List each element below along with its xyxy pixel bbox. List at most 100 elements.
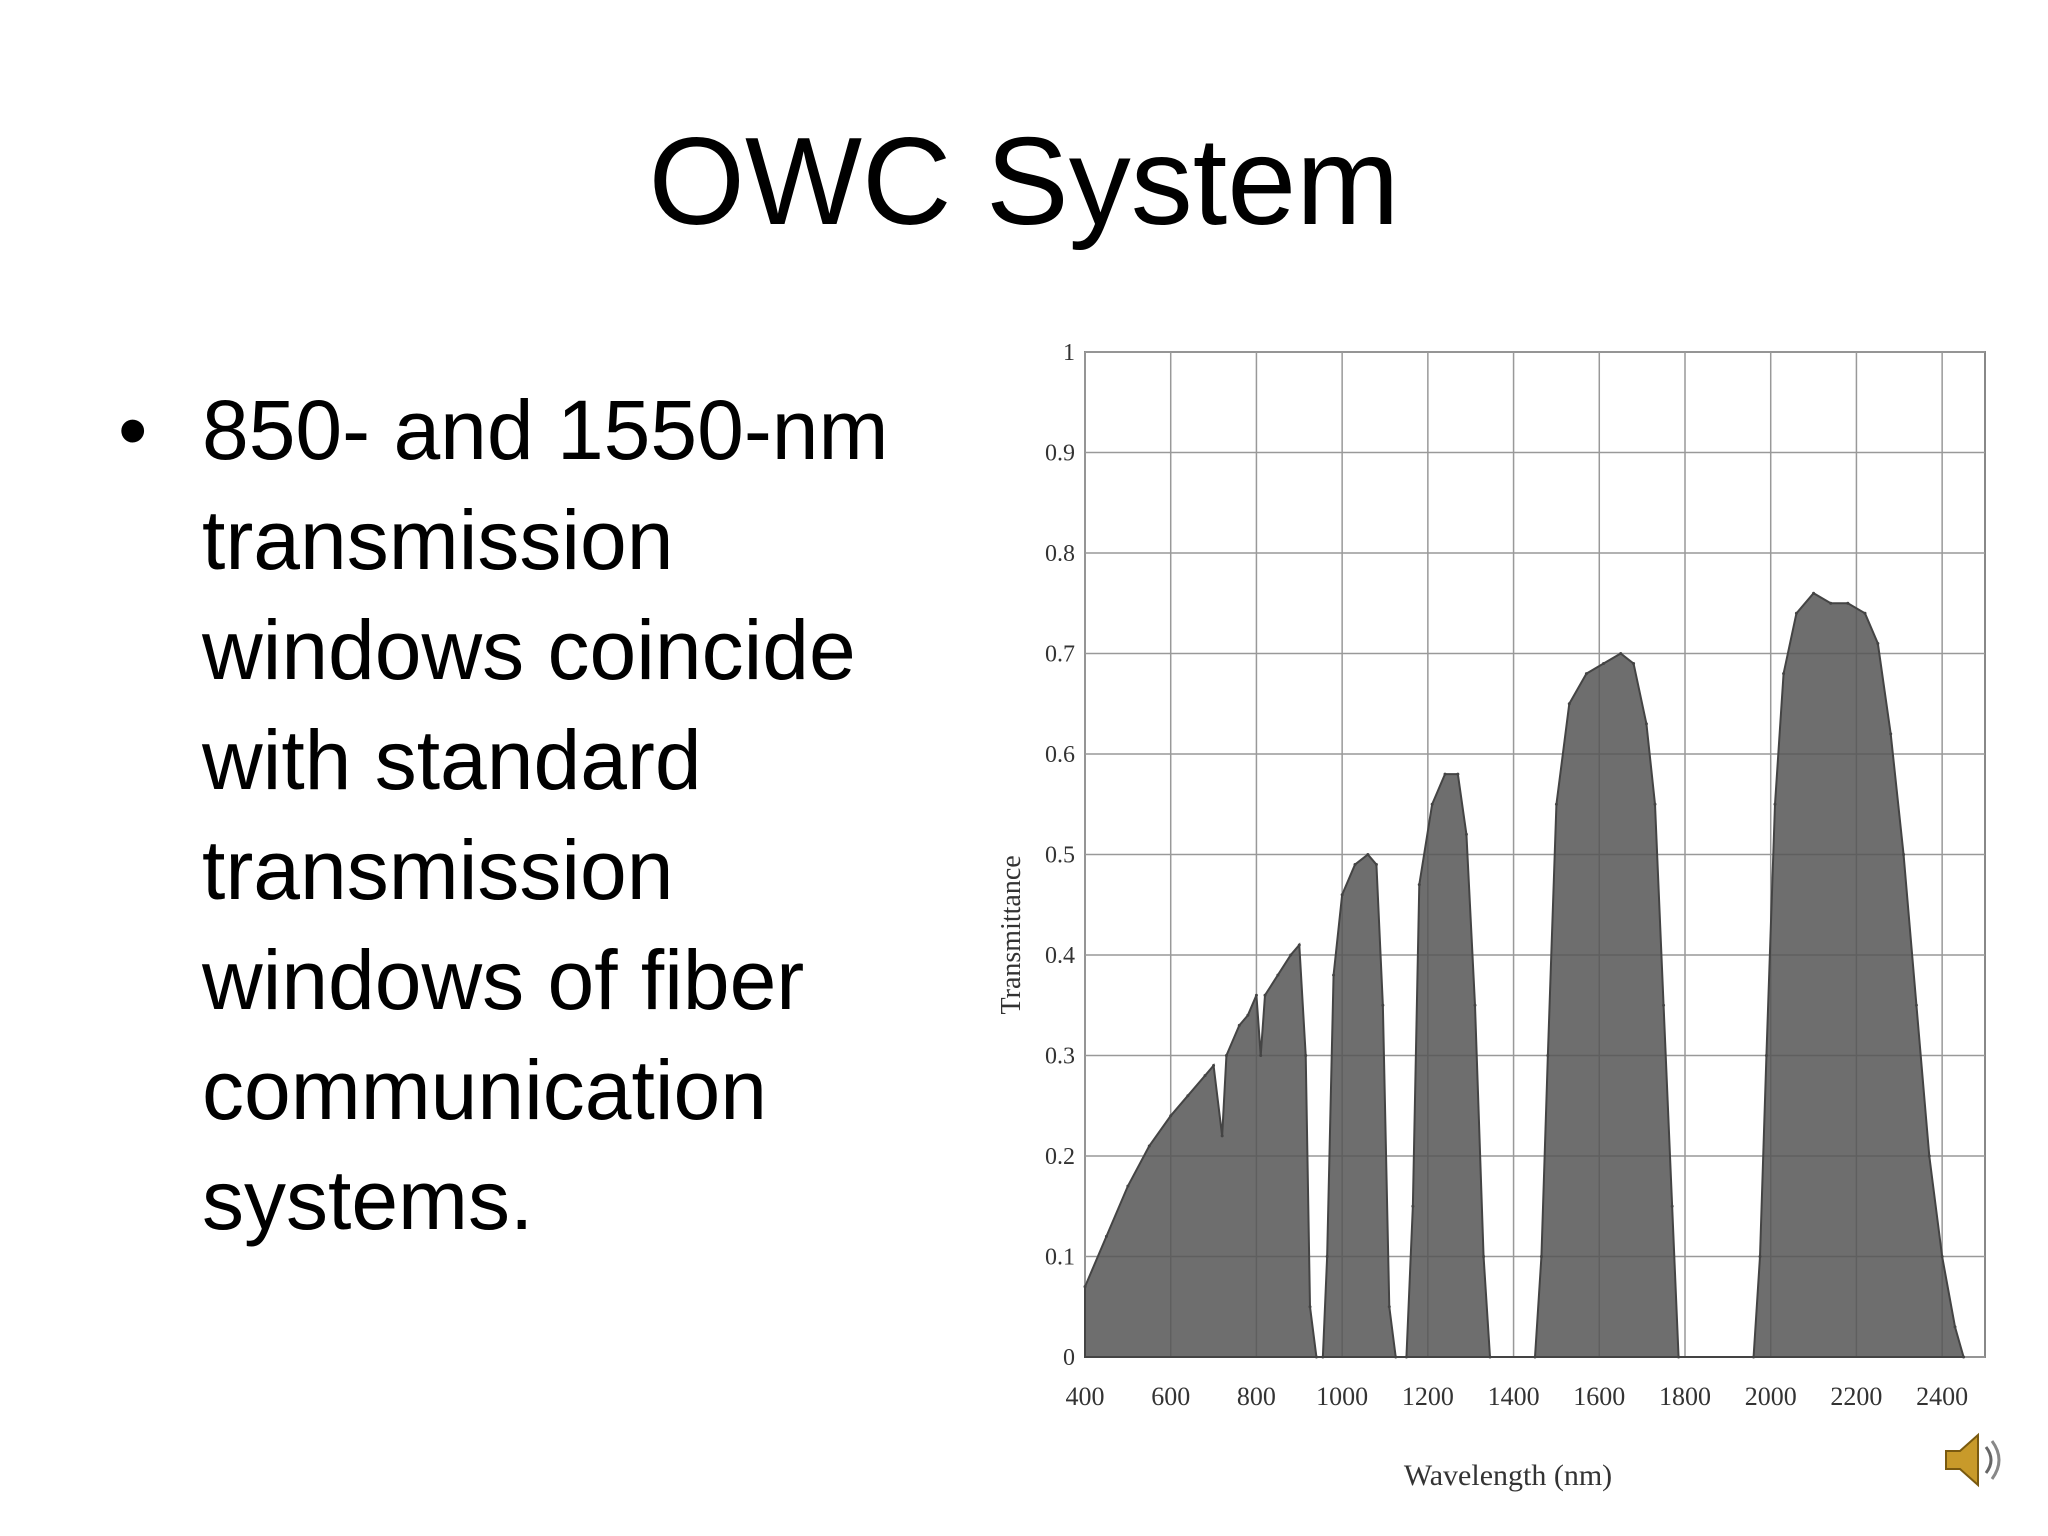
x-tick-label: 800: [1237, 1382, 1276, 1411]
data-point: [1126, 1184, 1130, 1188]
data-point: [1632, 662, 1636, 666]
data-point: [1212, 1064, 1216, 1068]
speaker-icon-glyph: [1945, 1432, 2001, 1488]
bullet-line: windows of fiber: [202, 933, 805, 1027]
y-axis-ticks: 0 0.1 0.2 0.3 0.4 0.5 0.6 0.7 0.8 0.9 1: [1045, 340, 1075, 1371]
data-point: [1653, 802, 1657, 806]
data-point: [1340, 893, 1344, 897]
x-tick-label: 1800: [1659, 1382, 1711, 1411]
data-point: [1254, 993, 1258, 997]
data-point: [1387, 1305, 1391, 1309]
data-point: [1104, 1234, 1108, 1238]
speaker-icon[interactable]: [1940, 1425, 2010, 1500]
bullet-line: transmission: [202, 493, 674, 587]
data-point: [1246, 1013, 1250, 1017]
data-point: [1169, 1114, 1173, 1118]
data-point: [1619, 652, 1623, 655]
slide-title: OWC System: [648, 113, 1400, 251]
data-point: [1546, 1054, 1550, 1057]
bullet-line: communication: [202, 1043, 767, 1137]
data-point: [1297, 943, 1301, 947]
bullet-line: windows coincide: [202, 603, 856, 697]
x-tick-label: 1000: [1316, 1382, 1368, 1411]
data-point: [1533, 1355, 1537, 1359]
data-point: [1482, 1255, 1486, 1258]
data-point: [1829, 601, 1833, 605]
data-point: [1488, 1355, 1492, 1359]
y-tick-label: 0.1: [1045, 1245, 1075, 1271]
data-point: [1758, 1255, 1762, 1258]
data-point: [1962, 1355, 1966, 1359]
data-point: [1147, 1144, 1151, 1148]
data-point: [1304, 1054, 1308, 1057]
y-tick-label: 0.5: [1045, 843, 1075, 869]
data-point: [1417, 883, 1421, 887]
data-point: [1644, 722, 1648, 726]
x-tick-label: 600: [1151, 1382, 1190, 1411]
data-point: [1863, 611, 1867, 615]
data-point: [1237, 1023, 1241, 1027]
data-point: [1308, 1305, 1312, 1309]
data-point: [1473, 1003, 1477, 1007]
y-tick-label: 0.7: [1045, 642, 1075, 668]
data-point: [1366, 853, 1370, 856]
data-point: [1752, 1355, 1756, 1359]
y-tick-label: 1: [1063, 340, 1075, 366]
data-point: [1567, 702, 1571, 706]
data-point: [1876, 641, 1880, 645]
data-point: [1321, 1355, 1325, 1359]
bullet-line: transmission: [202, 823, 674, 917]
data-point: [1259, 1054, 1263, 1057]
data-point: [1889, 732, 1893, 736]
bullet-text: 850- and 1550-nm transmission windows co…: [202, 375, 888, 1255]
x-tick-label: 1400: [1488, 1382, 1540, 1411]
data-point: [1456, 772, 1460, 776]
x-tick-label: 2200: [1830, 1382, 1882, 1411]
x-tick-label: 400: [1066, 1382, 1105, 1411]
data-point: [1325, 1255, 1329, 1258]
data-point: [1083, 1285, 1087, 1289]
data-point: [1224, 1054, 1228, 1057]
x-tick-label: 2400: [1916, 1382, 1968, 1411]
data-point: [1430, 802, 1434, 806]
data-point: [1404, 1355, 1408, 1359]
data-point: [1332, 973, 1336, 977]
chart-plot-area: [1083, 591, 1966, 1359]
data-point: [1374, 863, 1378, 867]
data-point: [1902, 853, 1906, 856]
x-tick-label: 2000: [1745, 1382, 1797, 1411]
data-point: [1670, 1204, 1674, 1208]
data-point: [1276, 973, 1280, 977]
y-tick-label: 0.2: [1045, 1144, 1075, 1170]
data-point: [1539, 1255, 1543, 1258]
data-point: [1677, 1355, 1681, 1359]
bullet-line: 850- and 1550-nm: [202, 383, 889, 477]
data-point: [1953, 1325, 1957, 1329]
y-tick-label: 0.8: [1045, 541, 1075, 567]
transmittance-chart: 0 0.1 0.2 0.3 0.4 0.5 0.6 0.7 0.8 0.9 1 400 600 800 1…: [996, 340, 1986, 1492]
y-tick-label: 0: [1063, 1345, 1075, 1371]
bullet-line: systems.: [202, 1153, 534, 1247]
data-point: [1203, 1074, 1207, 1078]
data-point: [1411, 1204, 1415, 1208]
data-point: [1846, 601, 1850, 605]
data-point: [1443, 772, 1447, 776]
data-point: [1794, 611, 1798, 615]
data-point: [1773, 802, 1777, 806]
data-point: [1914, 1003, 1918, 1007]
data-point: [1584, 672, 1588, 676]
data-point: [1662, 1003, 1666, 1007]
data-point: [1381, 1003, 1385, 1007]
data-point: [1782, 672, 1786, 676]
y-tick-label: 0.4: [1045, 943, 1075, 969]
data-point: [1812, 591, 1816, 595]
x-axis-ticks: 400 600 800 1000 1200 1400 1600 1800 2000 2200 240…: [1066, 1382, 1969, 1411]
y-axis-label: Transmittance: [996, 855, 1027, 1014]
y-tick-label: 0.9: [1045, 441, 1075, 467]
data-point: [1220, 1134, 1224, 1138]
data-point: [1927, 1154, 1931, 1158]
data-point: [1314, 1355, 1318, 1359]
x-tick-label: 1200: [1402, 1382, 1454, 1411]
data-point: [1940, 1255, 1944, 1258]
x-tick-label: 1600: [1573, 1382, 1625, 1411]
